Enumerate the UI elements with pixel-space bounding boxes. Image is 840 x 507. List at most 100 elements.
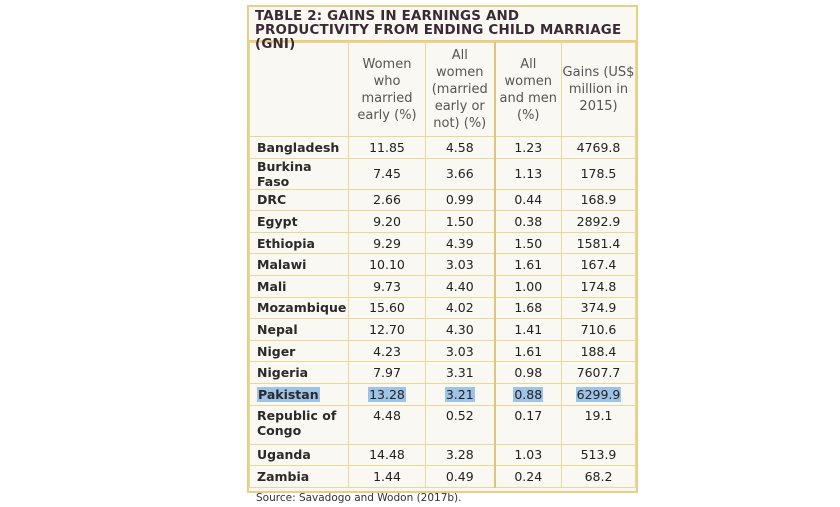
value-cell: 1.61 (493, 339, 562, 363)
value-cell: 4.58 (425, 136, 495, 159)
cell-text: 3.66 (445, 166, 474, 182)
cell-text: 4.23 (373, 343, 401, 359)
country-cell: Ethiopia (249, 231, 349, 255)
value-cell: 1.44 (348, 465, 426, 488)
cell-text: 374.9 (580, 300, 617, 316)
value-cell: 0.88 (493, 382, 562, 406)
cell-text: 14.48 (369, 447, 405, 463)
table-row: Ethiopia 9.29 4.39 1.50 1581.4 (249, 231, 636, 255)
value-cell: 1.50 (425, 210, 495, 233)
table-row: Republic of Congo 4.48 0.52 0.17 19.1 (249, 404, 636, 445)
country-cell: Egypt (249, 210, 349, 233)
cell-text: 0.99 (445, 192, 474, 208)
cell-text: 0.38 (514, 213, 543, 229)
cell-text: 9.73 (373, 278, 401, 294)
cell-text: 15.60 (369, 300, 405, 316)
country-cell: Zambia (249, 465, 349, 488)
cell-text: Ethiopia (257, 235, 315, 251)
country-cell: Nigeria (249, 361, 349, 384)
cell-text: 0.88 (513, 386, 544, 402)
cell-text: 4.48 (373, 407, 401, 423)
cell-text: 0.17 (514, 407, 543, 423)
country-cell: Niger (249, 339, 349, 363)
country-cell: Bangladesh (249, 136, 349, 159)
value-cell: 12.70 (348, 318, 426, 341)
value-cell: 9.29 (348, 231, 426, 255)
country-cell: Mali (249, 274, 349, 298)
cell-text: 1581.4 (576, 235, 621, 251)
cell-text: Zambia (257, 468, 310, 484)
cell-text: 6299.9 (575, 386, 622, 402)
cell-text: 1.44 (373, 468, 401, 484)
cell-text: 4.02 (445, 300, 474, 316)
value-cell: 1.23 (493, 136, 562, 159)
column-header: All women (married early or not) (%) (425, 42, 495, 137)
value-cell: 3.21 (425, 382, 495, 406)
value-cell: 3.03 (425, 339, 495, 363)
cell-text: 4769.8 (576, 139, 621, 155)
value-cell: 9.73 (348, 274, 426, 298)
country-cell: Uganda (249, 443, 349, 467)
cell-text: 3.21 (444, 386, 475, 402)
cell-text: Malawi (257, 257, 307, 273)
value-cell: 1.68 (493, 296, 562, 320)
country-cell: Republic of Congo (249, 404, 349, 445)
table-row: DRC 2.66 0.99 0.44 168.9 (249, 188, 636, 212)
value-cell: 374.9 (561, 296, 636, 320)
value-cell: 9.20 (348, 210, 426, 233)
cell-text: 1.61 (514, 343, 543, 359)
value-cell: 0.24 (493, 465, 562, 488)
value-cell: 1581.4 (561, 231, 636, 255)
value-cell: 3.28 (425, 443, 495, 467)
cell-text: 3.28 (445, 447, 474, 463)
value-cell: 11.85 (348, 136, 426, 159)
cell-text: 710.6 (580, 321, 617, 337)
value-cell: 1.13 (493, 157, 562, 190)
value-cell: 3.03 (425, 253, 495, 276)
table-row: Uganda 14.48 3.28 1.03 513.9 (249, 443, 636, 467)
cell-text: 12.70 (369, 321, 405, 337)
table-row: Mozambique 15.60 4.02 1.68 374.9 (249, 296, 636, 320)
cell-text: 1.68 (514, 300, 543, 316)
cell-text: 1.50 (445, 213, 474, 229)
column-header (249, 42, 349, 137)
table-row: Pakistan 13.28 3.21 0.88 6299.9 (249, 382, 636, 406)
cell-text: 3.31 (445, 365, 474, 381)
cell-text: Egypt (257, 213, 298, 229)
cell-text: Republic of Congo (257, 407, 337, 438)
value-cell: 3.31 (425, 361, 495, 384)
cell-text: Bangladesh (257, 139, 340, 155)
cell-text: 3.03 (445, 343, 474, 359)
value-cell: 4769.8 (561, 136, 636, 159)
table-row: Bangladesh 11.85 4.58 1.23 4769.8 (249, 136, 636, 159)
value-cell: 4.30 (425, 318, 495, 341)
value-cell: 1.00 (493, 274, 562, 298)
table-row: Mali 9.73 4.40 1.00 174.8 (249, 274, 636, 298)
value-cell: 1.50 (493, 231, 562, 255)
cell-text: Niger (257, 343, 296, 359)
cell-text: Pakistan (257, 386, 320, 402)
source-note: Source: Savadogo and Wodon (2017b). (256, 491, 462, 504)
value-cell: 188.4 (561, 339, 636, 363)
cell-text: Mozambique (257, 300, 347, 316)
cell-text: Uganda (257, 447, 311, 463)
cell-text: Burkina Faso (257, 158, 312, 189)
value-cell: 4.40 (425, 274, 495, 298)
value-cell: 6299.9 (561, 382, 636, 406)
cell-text: 11.85 (369, 139, 405, 155)
table-row: Nigeria 7.97 3.31 0.98 7607.7 (249, 361, 636, 384)
column-header: All women and men (%) (493, 42, 562, 137)
value-cell: 3.66 (425, 157, 495, 190)
cell-text: 9.20 (373, 213, 401, 229)
table-row: Malawi 10.10 3.03 1.61 167.4 (249, 253, 636, 276)
column-header: Gains (US$ million in 2015) (561, 42, 636, 137)
value-cell: 0.99 (425, 188, 495, 212)
cell-text: 9.29 (373, 235, 401, 251)
cell-text: 1.61 (514, 257, 543, 273)
value-cell: 4.23 (348, 339, 426, 363)
value-cell: 4.48 (348, 404, 426, 445)
cell-text: 1.50 (514, 235, 543, 251)
cell-text: 7.97 (373, 365, 401, 381)
cell-text: Nepal (257, 321, 298, 337)
country-cell: Mozambique (249, 296, 349, 320)
